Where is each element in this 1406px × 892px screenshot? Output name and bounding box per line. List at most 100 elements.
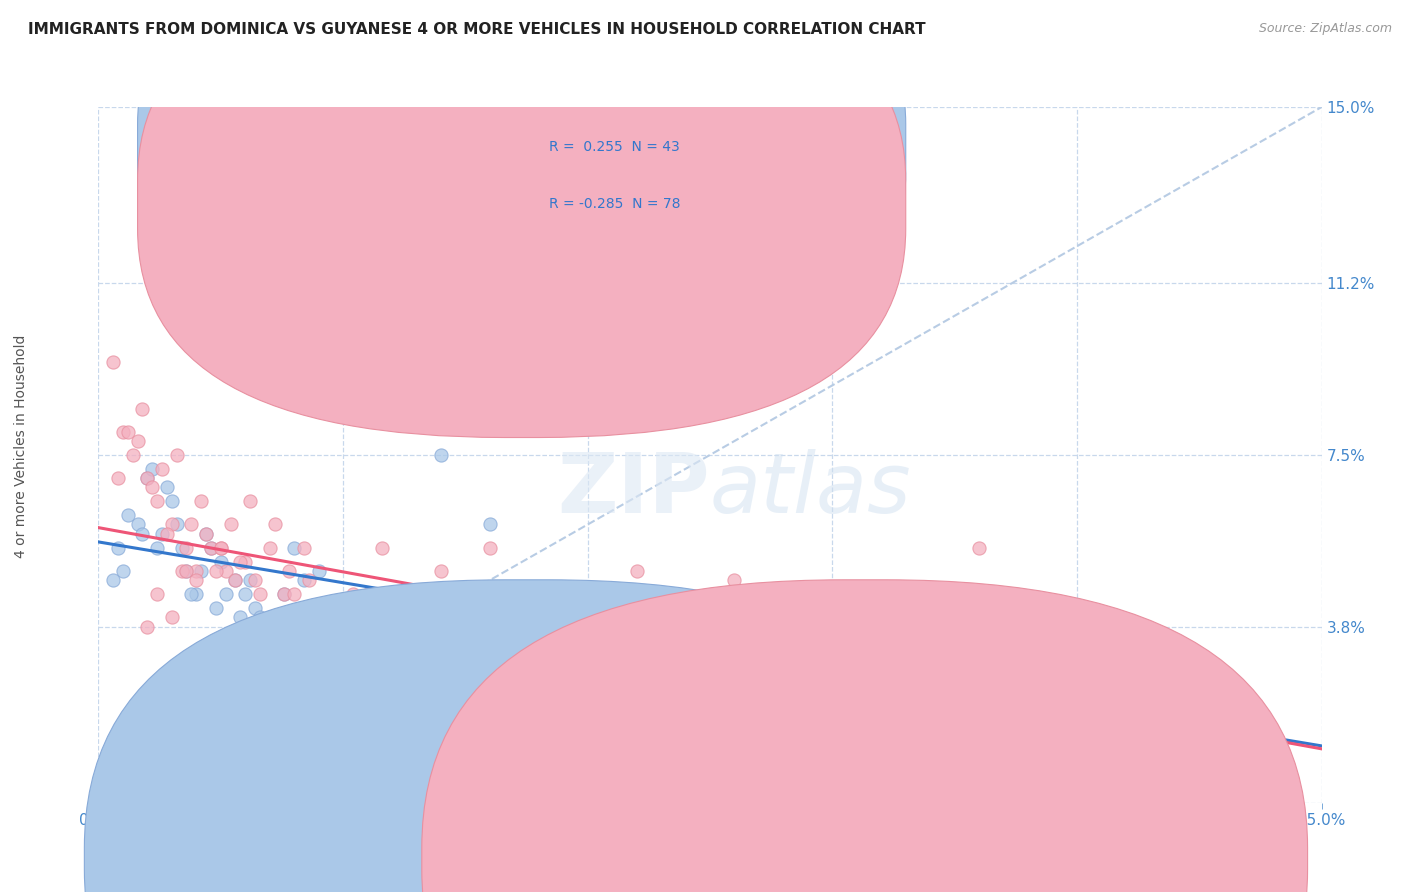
- Point: [332, 657, 354, 671]
- Point: [243, 601, 266, 615]
- Point: [214, 564, 236, 578]
- Point: [180, 517, 202, 532]
- Text: Immigrants from Dominica: Immigrants from Dominica: [555, 852, 761, 866]
- Point: [150, 462, 173, 476]
- Point: [233, 619, 256, 633]
- Point: [229, 555, 252, 569]
- Point: [308, 601, 330, 615]
- Point: [136, 471, 159, 485]
- Point: [141, 480, 163, 494]
- Point: [127, 517, 149, 532]
- Point: [342, 587, 364, 601]
- Point: [292, 541, 315, 555]
- Text: R = -0.285  N = 78: R = -0.285 N = 78: [548, 197, 681, 211]
- Point: [278, 564, 301, 578]
- Point: [292, 573, 315, 587]
- Point: [239, 494, 262, 508]
- Point: [381, 610, 404, 624]
- Text: R =  0.255  N = 43: R = 0.255 N = 43: [548, 140, 679, 154]
- Point: [332, 619, 354, 633]
- Point: [356, 633, 378, 648]
- Text: Guyanese: Guyanese: [893, 852, 969, 866]
- Point: [111, 564, 134, 578]
- Point: [1164, 726, 1187, 740]
- Point: [127, 434, 149, 448]
- Text: 4 or more Vehicles in Household: 4 or more Vehicles in Household: [14, 334, 28, 558]
- Text: IMMIGRANTS FROM DOMINICA VS GUYANESE 4 OR MORE VEHICLES IN HOUSEHOLD CORRELATION: IMMIGRANTS FROM DOMINICA VS GUYANESE 4 O…: [28, 22, 925, 37]
- FancyBboxPatch shape: [138, 0, 905, 382]
- Point: [249, 610, 271, 624]
- Point: [166, 448, 188, 462]
- Point: [233, 587, 256, 601]
- Point: [283, 541, 305, 555]
- Point: [146, 587, 169, 601]
- Point: [209, 541, 232, 555]
- Point: [527, 619, 550, 633]
- Point: [288, 633, 311, 648]
- Point: [675, 648, 697, 662]
- Point: [121, 448, 143, 462]
- Point: [224, 573, 246, 587]
- Point: [205, 601, 228, 615]
- FancyBboxPatch shape: [138, 0, 905, 438]
- Text: atlas: atlas: [710, 450, 911, 530]
- Point: [478, 517, 501, 532]
- Point: [1066, 610, 1088, 624]
- Point: [233, 555, 256, 569]
- Point: [381, 665, 404, 680]
- Point: [224, 573, 246, 587]
- Point: [259, 610, 281, 624]
- Point: [430, 564, 453, 578]
- Point: [170, 541, 193, 555]
- Point: [186, 573, 208, 587]
- Point: [190, 494, 212, 508]
- Point: [259, 541, 281, 555]
- Point: [214, 587, 236, 601]
- Point: [723, 573, 745, 587]
- Point: [243, 573, 266, 587]
- Point: [273, 587, 295, 601]
- Point: [150, 526, 173, 541]
- Point: [440, 633, 463, 648]
- Point: [371, 541, 394, 555]
- Point: [176, 564, 198, 578]
- Point: [107, 471, 129, 485]
- Point: [967, 541, 990, 555]
- Point: [430, 680, 453, 694]
- Point: [200, 541, 222, 555]
- Point: [107, 541, 129, 555]
- Point: [186, 587, 208, 601]
- Point: [156, 480, 179, 494]
- Point: [553, 610, 575, 624]
- Point: [259, 633, 281, 648]
- Point: [170, 564, 193, 578]
- Point: [166, 517, 188, 532]
- Point: [146, 541, 169, 555]
- Point: [273, 587, 295, 601]
- Point: [160, 494, 183, 508]
- Point: [136, 471, 159, 485]
- Point: [332, 610, 354, 624]
- Point: [111, 425, 134, 439]
- Point: [136, 619, 159, 633]
- Point: [209, 555, 232, 569]
- Point: [101, 573, 124, 587]
- Point: [405, 633, 427, 648]
- Point: [190, 564, 212, 578]
- Point: [195, 526, 218, 541]
- Point: [308, 564, 330, 578]
- Point: [249, 587, 271, 601]
- Point: [298, 573, 321, 587]
- Point: [356, 587, 378, 601]
- Point: [176, 564, 198, 578]
- Point: [200, 541, 222, 555]
- Point: [478, 680, 501, 694]
- Point: [420, 587, 443, 601]
- Point: [195, 526, 218, 541]
- Point: [626, 564, 648, 578]
- Point: [101, 355, 124, 369]
- Point: [176, 541, 198, 555]
- Point: [391, 601, 413, 615]
- Point: [141, 462, 163, 476]
- Point: [156, 526, 179, 541]
